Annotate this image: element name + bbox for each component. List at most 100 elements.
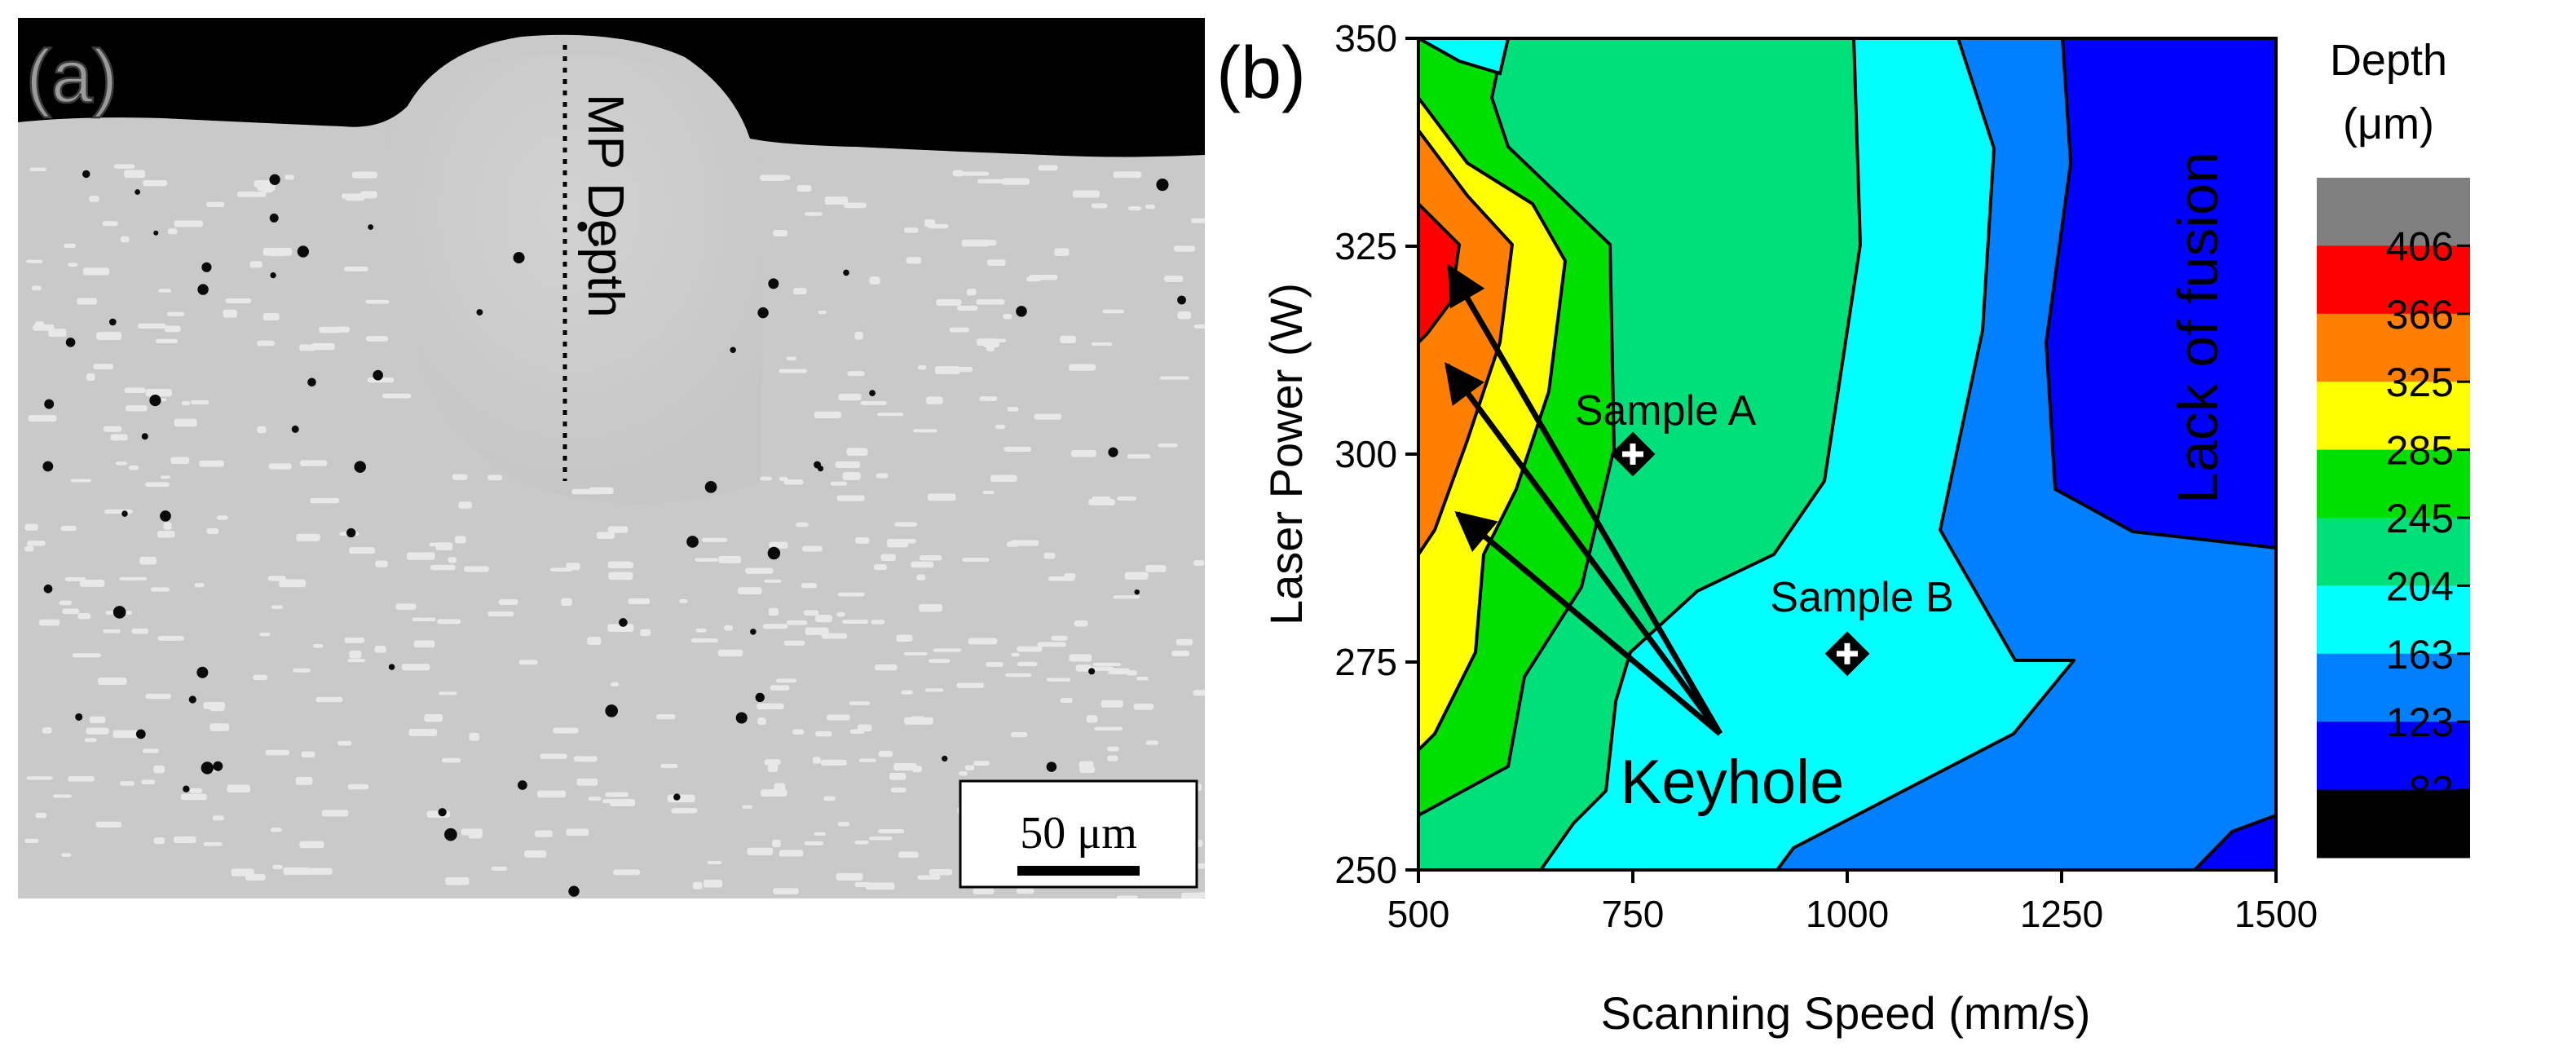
microstructure-cell: [926, 396, 943, 404]
microstructure-cell: [64, 243, 76, 249]
microstructure-cell: [611, 682, 620, 686]
y-tick-label: 275: [1334, 641, 1397, 683]
microstructure-cell: [952, 170, 964, 177]
microstructure-texture: [24, 164, 1205, 898]
microstructure-cell: [703, 879, 723, 888]
microstructure-cell: [768, 607, 779, 616]
microstructure-cell: [102, 221, 118, 227]
microstructure-cell: [826, 714, 850, 721]
microstructure-cell: [838, 393, 862, 401]
microstructure-cell: [804, 841, 824, 845]
microstructure-cell: [760, 476, 773, 481]
microstructure-cell: [1006, 541, 1019, 547]
microstructure-cell: [236, 191, 267, 197]
microstructure-cell: [448, 557, 457, 563]
microstructure-cell: [761, 789, 787, 797]
microstructure-cell: [889, 773, 906, 780]
x-axis-label: Scanning Speed (mm/s): [1601, 987, 2091, 1039]
pore: [869, 390, 876, 396]
microstructure-cell: [1091, 203, 1108, 209]
pore: [605, 704, 619, 717]
microstructure-cell: [815, 731, 832, 737]
microstructure-cell: [1107, 755, 1118, 761]
microstructure-cell: [924, 219, 936, 227]
microstructure-cell: [1051, 635, 1068, 641]
microstructure-cell: [80, 579, 105, 587]
microstructure-cell: [468, 832, 483, 839]
microstructure-cell: [153, 765, 165, 774]
pore: [517, 780, 527, 790]
microstructure-cell: [139, 556, 157, 565]
melt-pool-region: [383, 54, 762, 504]
microstructure-cell: [605, 792, 629, 797]
colorbar-tick-label: 204: [2386, 563, 2454, 609]
microstructure-cell: [957, 366, 973, 373]
microstructure-cell: [120, 236, 130, 243]
microstructure-cell: [660, 763, 678, 769]
y-axis: 250 275 300 325 350: [1334, 17, 1418, 891]
microstructure-cell: [203, 841, 223, 846]
colorbar-title-line2: (μm): [2343, 99, 2434, 148]
microstructure-cell: [125, 405, 148, 412]
microstructure-cell: [613, 869, 641, 876]
microstructure-cell: [157, 636, 184, 641]
microstructure-cell: [690, 638, 718, 643]
microstructure-cell: [1171, 650, 1190, 656]
microstructure-cell: [553, 727, 579, 734]
pore: [577, 221, 588, 232]
microstructure-cell: [375, 560, 388, 567]
microstructure-cell: [438, 691, 457, 695]
microstructure-cell: [205, 201, 225, 208]
microstructure-cell: [877, 413, 904, 417]
contour-plot: [1418, 38, 2276, 870]
contour-band-82-corner: [2193, 814, 2276, 870]
microstructure-cell: [137, 323, 166, 329]
microstructure-cell: [31, 285, 42, 291]
microstructure-cell: [968, 240, 997, 246]
microstructure-cell: [894, 522, 918, 527]
microstructure-cell: [571, 488, 601, 495]
microstructure-cell: [249, 261, 262, 268]
microstructure-cell: [299, 841, 324, 849]
pore: [201, 761, 214, 775]
microstructure-cell: [588, 797, 602, 801]
sample-point-cross-v: [1844, 642, 1850, 664]
microstructure-cell: [927, 493, 956, 501]
microstructure-cell: [842, 471, 861, 480]
microstructure-cell: [745, 567, 774, 574]
microstructure-cell: [869, 276, 880, 285]
microstructure-cell: [203, 701, 226, 709]
microstructure-cell: [216, 515, 228, 520]
microstructure-cell: [401, 664, 430, 671]
microstructure-cell: [890, 787, 906, 792]
microstructure-cell: [805, 627, 829, 635]
microstructure-cell: [949, 327, 969, 333]
microstructure-cell: [1002, 178, 1030, 185]
microstructure-cell: [913, 429, 937, 433]
scale-bar: [1017, 866, 1140, 876]
microstructure-cell: [347, 784, 369, 790]
microstructure-cell: [775, 678, 797, 683]
microstructure-cell: [903, 651, 928, 656]
pore: [297, 245, 310, 258]
microstructure-cell: [896, 634, 913, 642]
pore: [619, 618, 628, 627]
microstructure-cell: [576, 778, 598, 786]
microstructure-cell: [779, 476, 788, 481]
microstructure-cell: [84, 738, 97, 743]
microstructure-cell: [351, 171, 377, 179]
microstructure-cell: [441, 757, 461, 763]
microstructure-cell: [487, 475, 503, 481]
microstructure-cell: [283, 867, 311, 876]
microstructure-cell: [898, 851, 919, 859]
pore: [1046, 761, 1057, 772]
microstructure-cell: [181, 401, 191, 406]
microstructure-cell: [1037, 642, 1066, 647]
microstructure-cell: [1034, 413, 1062, 420]
microstructure-cell: [315, 696, 343, 703]
microstructure-cell: [141, 779, 156, 785]
microstructure-cell: [262, 313, 280, 321]
pore: [183, 785, 190, 792]
pore: [269, 174, 280, 185]
microstructure-cell: [487, 611, 514, 617]
